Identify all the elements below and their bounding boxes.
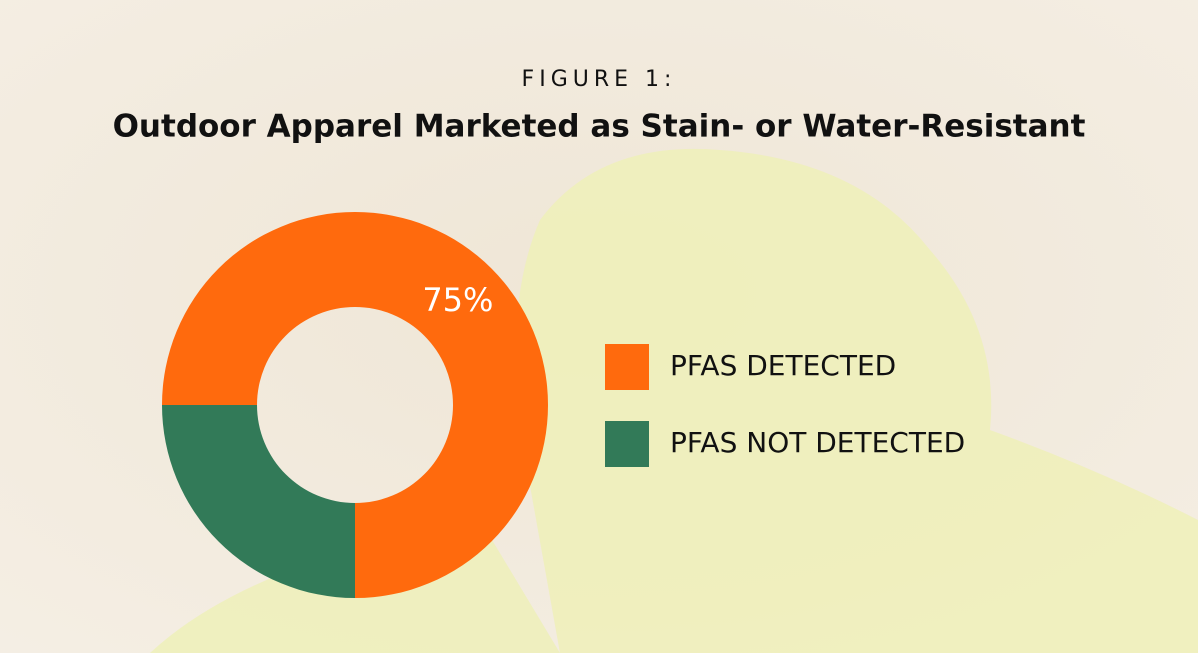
slice: [162, 212, 548, 598]
legend-label: PFAS NOT DETECTED: [670, 426, 965, 459]
jacket-photo: [515, 148, 1198, 653]
value-label: 75%: [422, 281, 493, 319]
chart-title: Outdoor Apparel Marketed as Stain- or Wa…: [113, 109, 1086, 145]
legend-swatch: [605, 344, 649, 390]
legend: PFAS DETECTED PFAS NOT DETECTED: [605, 344, 965, 467]
legend-label: PFAS DETECTED: [670, 349, 896, 382]
donut: 75%: [162, 212, 548, 598]
slice: [162, 405, 355, 598]
figure-label: FIGURE 1:: [522, 67, 677, 92]
legend-swatch: [605, 421, 649, 467]
